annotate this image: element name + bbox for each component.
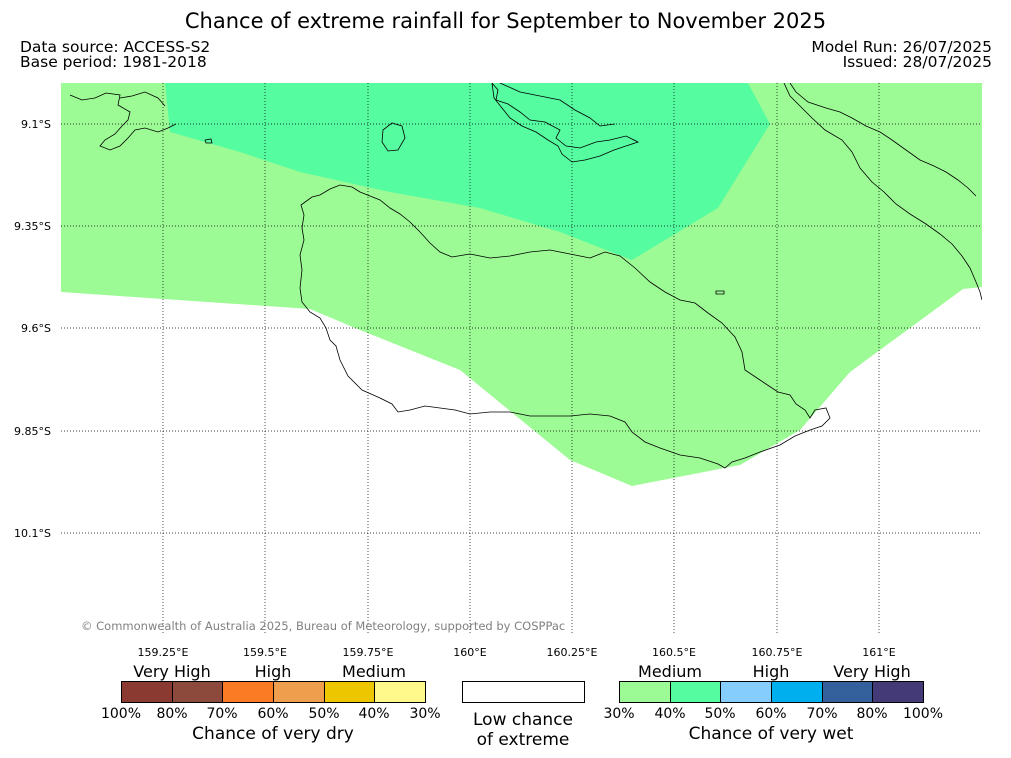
dry-category-label: High <box>254 662 292 681</box>
russell-islands-coast <box>69 92 177 151</box>
dry-percent-label: 50% <box>308 706 340 722</box>
dry-percent-label: 60% <box>257 706 289 722</box>
lat-label: 9.6°S <box>21 322 51 335</box>
wet-medium-40-50-region <box>165 83 770 260</box>
run-info: Model Run: 26/07/2025 Issued: 28/07/2025 <box>811 38 992 71</box>
lon-label: 159.5°E <box>243 646 287 659</box>
map-area: © Commonwealth of Australia 2025, Bureau… <box>61 83 982 635</box>
dry-percent-label: 30% <box>409 706 441 722</box>
dry-swatch <box>172 682 224 702</box>
russell-islands-2 <box>119 91 166 107</box>
graticule <box>61 83 982 635</box>
lon-label: 160°E <box>453 646 486 659</box>
lon-label: 161°E <box>862 646 895 659</box>
reef-patch <box>204 138 213 144</box>
longitude-labels: 159.25°E 159.5°E 159.75°E 160°E 160.25°E… <box>138 646 896 659</box>
lat-label: 9.85°S <box>14 425 51 438</box>
base-period-label: Base period: 1981-2018 <box>20 53 207 71</box>
data-source-label: Data source: ACCESS-S2 <box>20 38 211 56</box>
dry-colorbar <box>121 681 426 703</box>
low-chance-line1: Low chance <box>473 710 573 730</box>
lat-label: 9.35°S <box>14 220 51 233</box>
wet-caption: Chance of very wet <box>688 724 854 744</box>
dry-percent-label: 40% <box>358 706 390 722</box>
low-chance-swatch <box>462 681 585 703</box>
guadalcanal-coast <box>299 184 831 469</box>
savo-island-coast <box>381 122 406 152</box>
wet-category-label: Very High <box>833 662 911 681</box>
source-info: Data source: ACCESS-S2 Base period: 1981… <box>20 38 211 71</box>
dry-caption: Chance of very dry <box>192 724 354 744</box>
dry-swatch <box>274 682 325 702</box>
rainfall-map: © Commonwealth of Australia 2025, Bureau… <box>14 83 982 659</box>
wet-category-label: High <box>752 662 790 681</box>
lon-label: 160.75°E <box>752 646 803 659</box>
lon-label: 159.75°E <box>343 646 394 659</box>
wet-percent-label: 50% <box>704 706 736 722</box>
wet-swatch <box>721 682 773 702</box>
lat-label: 9.1°S <box>21 118 51 131</box>
dry-percent-label: 100% <box>100 706 142 722</box>
wet-percent-label: 60% <box>755 706 787 722</box>
wet-swatch <box>822 682 874 702</box>
wet-percent-label: 100% <box>902 706 944 722</box>
lon-label: 159.25°E <box>138 646 189 659</box>
wet-medium-30-40-region <box>61 83 982 486</box>
latitude-labels: 9.1°S 9.35°S 9.6°S 9.85°S 10.1°S <box>14 118 51 540</box>
wet-percent-label: 70% <box>806 706 838 722</box>
wet-swatch <box>620 682 671 702</box>
model-run-label: Model Run: 26/07/2025 <box>811 38 992 56</box>
wet-swatch <box>670 682 722 702</box>
islet <box>715 290 725 295</box>
wet-swatch <box>873 682 924 702</box>
wet-swatch <box>772 682 823 702</box>
dry-percent-label: 70% <box>206 706 238 722</box>
dry-swatch <box>324 682 376 702</box>
low-chance-line2: of extreme <box>476 730 570 750</box>
issued-label: Issued: 28/07/2025 <box>842 53 992 71</box>
malaita-inner <box>789 83 977 197</box>
dry-swatch <box>122 682 173 702</box>
dry-percent-label: 80% <box>156 706 188 722</box>
wet-percent-label: 30% <box>603 706 635 722</box>
dry-swatch <box>375 682 426 702</box>
florida-islands-north <box>499 83 616 127</box>
lat-label: 10.1°S <box>14 527 51 540</box>
wet-percent-label: 80% <box>856 706 888 722</box>
florida-islands-coast <box>491 83 640 163</box>
dry-category-label: Very High <box>133 662 211 681</box>
coastlines <box>69 83 982 469</box>
chart-title: Chance of extreme rainfall for September… <box>184 9 827 33</box>
wet-percent-label: 40% <box>654 706 686 722</box>
lon-label: 160.25°E <box>547 646 598 659</box>
malaita-coast <box>783 83 982 301</box>
low-chance-caption: Low chance of extreme <box>473 710 573 750</box>
wet-colorbar <box>619 681 924 703</box>
copyright-text: © Commonwealth of Australia 2025, Bureau… <box>81 619 565 633</box>
wet-category-label: Medium <box>638 662 702 681</box>
dry-category-label: Medium <box>342 662 406 681</box>
dry-swatch <box>223 682 275 702</box>
lon-label: 160.5°E <box>652 646 696 659</box>
